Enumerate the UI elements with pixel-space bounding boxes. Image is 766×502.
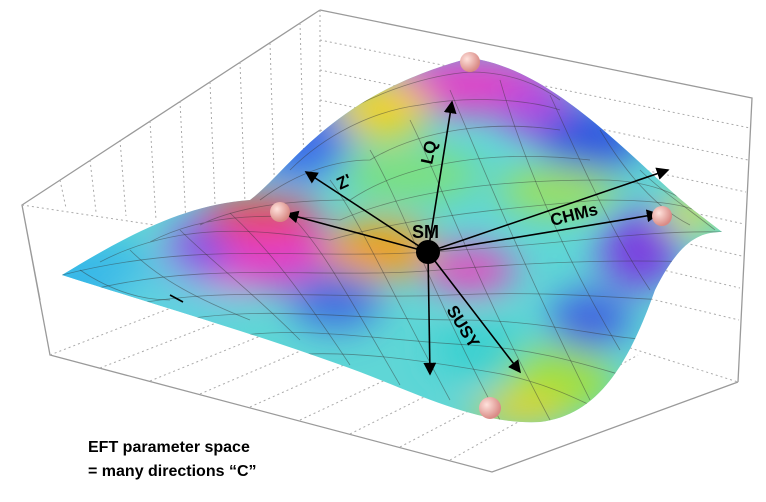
sm-label: SM <box>412 222 439 242</box>
caption-line: = many directions “C” <box>88 463 257 480</box>
caption-line: EFT parameter space <box>88 439 250 456</box>
surface <box>0 0 766 497</box>
surface-diagram: LQ Z' SM CHMs SUSY EFT parameter space =… <box>0 0 766 497</box>
sm-point <box>416 240 440 264</box>
